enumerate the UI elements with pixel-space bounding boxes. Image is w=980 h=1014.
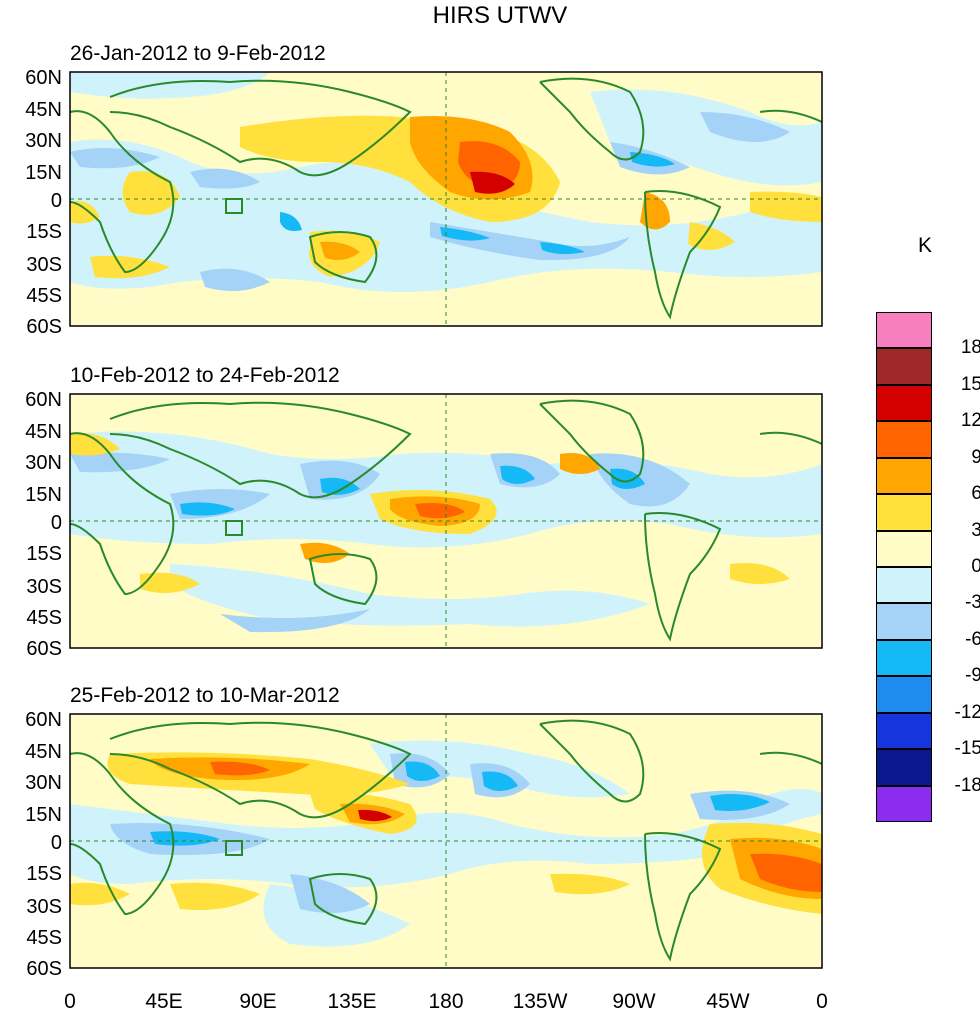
- lat-label: 60S: [26, 316, 62, 338]
- colorbar-label: 3: [971, 519, 980, 541]
- lat-label: 30N: [25, 772, 62, 794]
- lat-label: 30N: [25, 452, 62, 474]
- lat-label: 15S: [26, 863, 62, 885]
- lon-label: 45W: [706, 990, 750, 1013]
- lat-label: 60N: [25, 389, 62, 411]
- colorbar-swatch: [876, 676, 932, 713]
- lat-label: 0: [50, 190, 62, 212]
- colorbar-swatch: [876, 785, 932, 822]
- longitude-axis: 0 45E 90E 135E 180 135W 90W 45W 0: [64, 990, 828, 1014]
- lat-label: 30N: [25, 130, 62, 152]
- colorbar-label: -18: [954, 774, 980, 796]
- colorbar-label: 18: [960, 337, 980, 359]
- colorbar-swatch: [876, 384, 932, 422]
- map-panel-1: 26-Jan-2012 to 9-Feb-2012: [25, 42, 823, 337]
- lon-label: 0: [816, 990, 828, 1013]
- map-panel-3: 25-Feb-2012 to 10-Mar-2012: [25, 684, 823, 979]
- lat-label: 15N: [25, 162, 62, 184]
- lat-label: 15S: [26, 543, 62, 565]
- lat-label: 45S: [26, 927, 62, 949]
- lon-label: 180: [428, 990, 464, 1013]
- panel-title: 10-Feb-2012 to 24-Feb-2012: [70, 364, 340, 387]
- colorbar-unit: K: [918, 234, 933, 257]
- lat-label: 15N: [25, 484, 62, 506]
- anomaly-map-1: [69, 71, 823, 327]
- lon-label: 90E: [239, 990, 277, 1013]
- anomaly-map-2: [69, 393, 823, 649]
- lat-label: 45N: [25, 741, 62, 763]
- colorbar-swatch: [876, 312, 932, 349]
- colorbar-swatch: [876, 421, 932, 458]
- chart-title: HIRS UTWV: [432, 2, 568, 29]
- colorbar-swatch: [876, 712, 932, 750]
- colorbar-label: -12: [954, 701, 980, 723]
- colorbar-label: 12: [960, 410, 980, 432]
- lat-label: 0: [50, 512, 62, 534]
- colorbar-label: 0: [971, 556, 980, 577]
- map-panel-2: 10-Feb-2012 to 24-Feb-2012: [25, 364, 823, 659]
- lon-label: 135W: [512, 990, 568, 1013]
- colorbar-swatch: [876, 603, 932, 640]
- colorbar-label: 15: [960, 373, 980, 395]
- lat-label: 15N: [25, 804, 62, 826]
- colorbar-label: 6: [971, 483, 980, 505]
- panel-title: 25-Feb-2012 to 10-Mar-2012: [70, 684, 340, 707]
- lat-label: 45N: [25, 99, 62, 121]
- colorbar-swatch: [876, 567, 932, 604]
- colorbar-swatch: [876, 494, 932, 531]
- lat-label: 0: [50, 832, 62, 854]
- lon-label: 0: [64, 990, 76, 1013]
- lat-label: 15S: [26, 221, 62, 243]
- colorbar-label: -15: [954, 738, 980, 760]
- colorbar-swatch: [876, 749, 932, 786]
- colorbar-label: -3: [965, 592, 980, 614]
- colorbar: [876, 312, 932, 822]
- lat-label: 45N: [25, 421, 62, 443]
- lon-label: 135E: [327, 990, 377, 1013]
- lat-label: 45S: [26, 607, 62, 629]
- colorbar-swatch: [876, 639, 932, 677]
- colorbar-label: 9: [971, 446, 980, 468]
- lat-label: 30S: [26, 254, 62, 276]
- lat-label: 60N: [25, 709, 62, 731]
- colorbar-label: -9: [965, 665, 980, 687]
- lon-label: 90W: [612, 990, 656, 1013]
- lat-label: 60S: [26, 638, 62, 660]
- lat-label: 30S: [26, 576, 62, 598]
- anomaly-map-3: [69, 713, 823, 969]
- colorbar-label: -6: [965, 628, 980, 650]
- colorbar-swatch: [876, 530, 932, 567]
- lat-label: 60S: [26, 958, 62, 980]
- lat-label: 60N: [25, 67, 62, 89]
- colorbar-swatch: [876, 457, 932, 495]
- lon-label: 45E: [145, 990, 183, 1013]
- colorbar-swatch: [876, 348, 932, 385]
- panel-title: 26-Jan-2012 to 9-Feb-2012: [70, 42, 326, 65]
- lat-label: 30S: [26, 896, 62, 918]
- lat-label: 45S: [26, 285, 62, 307]
